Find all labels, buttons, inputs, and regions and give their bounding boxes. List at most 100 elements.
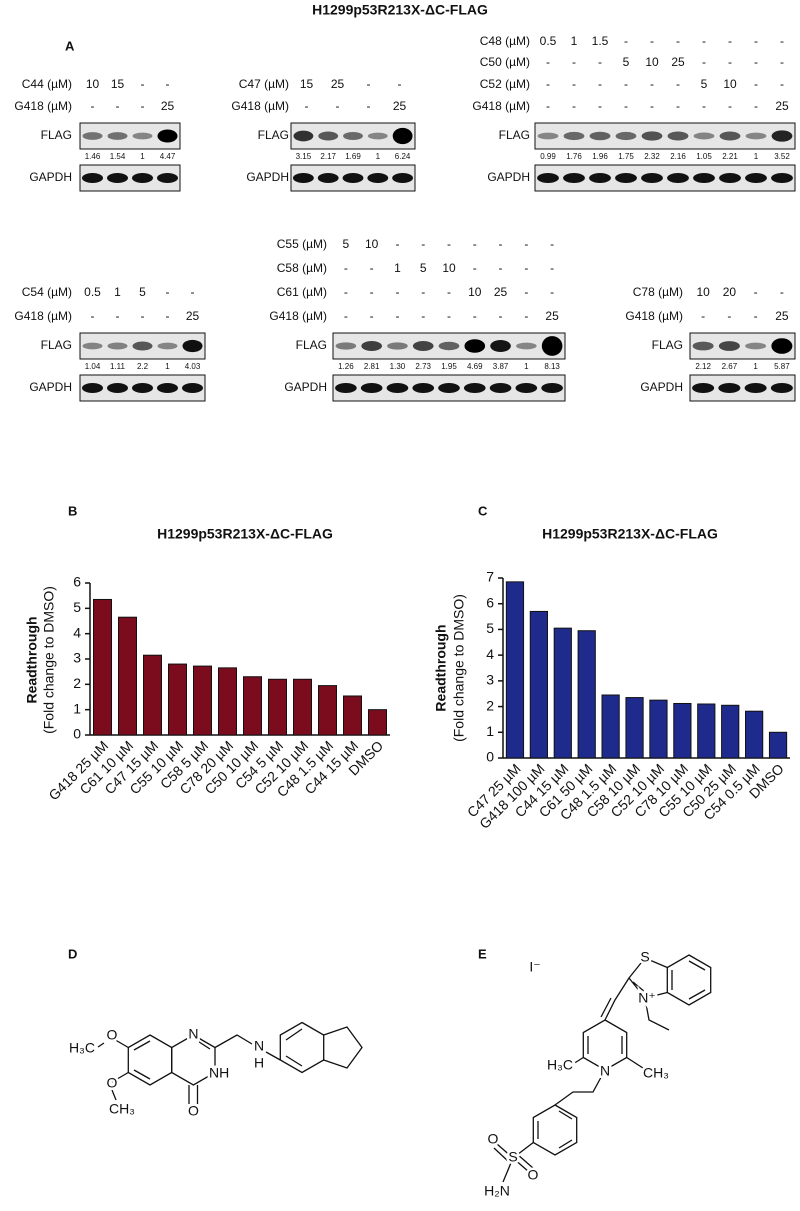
chart-title: H1299p53R213X-ΔC-FLAG — [542, 526, 718, 542]
y-axis-subtitle: (Fold change to DMSO) — [41, 586, 57, 734]
lane-label: 25 — [393, 99, 407, 113]
row-label: G418 (µM) — [625, 309, 683, 323]
lane-label: 1 — [571, 34, 578, 48]
band-value: 1.95 — [441, 362, 457, 371]
row-label: G418 (µM) — [472, 99, 530, 113]
flag-band — [318, 131, 339, 141]
y-axis-subtitle: (Fold change to DMSO) — [451, 594, 467, 742]
panel-letter: D — [68, 946, 77, 961]
y-tick-label: 5 — [73, 599, 81, 615]
lane-label: - — [447, 309, 451, 323]
lane-label: - — [728, 99, 732, 113]
lane-label: - — [191, 285, 195, 299]
atom-label: O — [488, 1131, 499, 1147]
atom-label: H₂N — [484, 1183, 510, 1199]
row-label: C54 (µM) — [22, 285, 72, 299]
lane-label: - — [344, 309, 348, 323]
gapdh-band — [335, 383, 357, 393]
bar — [577, 630, 596, 759]
band-value: 1 — [140, 152, 145, 161]
lane-label: 25 — [161, 99, 175, 113]
lane-label: 25 — [545, 309, 559, 323]
flag-band — [387, 342, 408, 350]
flag-band — [412, 341, 434, 351]
band-value: 1.75 — [618, 152, 634, 161]
row-label: G418 (µM) — [14, 309, 72, 323]
row-label: C47 (µM) — [239, 77, 289, 91]
lane-label: 25 — [775, 309, 789, 323]
lane-label: 0.5 — [84, 285, 101, 299]
lane-label: - — [624, 99, 628, 113]
blot-label: GAPDH — [284, 380, 327, 394]
blot-label: FLAG — [41, 128, 72, 142]
bar — [193, 665, 212, 736]
gapdh-band — [667, 173, 689, 183]
flag-band — [157, 342, 178, 350]
band-value: 1 — [376, 152, 381, 161]
flag-band — [490, 340, 511, 352]
bar — [721, 704, 740, 759]
band-value: 1 — [165, 362, 170, 371]
lane-label: - — [398, 77, 402, 91]
gapdh-band — [438, 383, 460, 393]
row-label: C52 (µM) — [480, 77, 530, 91]
atom-label: CH₃ — [643, 1065, 669, 1081]
atom-label: N⁺ — [638, 990, 656, 1006]
flag-band — [771, 130, 793, 142]
flag-band — [692, 341, 714, 351]
band-value: 1.46 — [85, 152, 101, 161]
gapdh-band — [132, 173, 153, 183]
lane-label: - — [473, 237, 477, 251]
blot-label: GAPDH — [640, 380, 683, 394]
lane-label: - — [116, 309, 120, 323]
lane-label: - — [780, 77, 784, 91]
gapdh-band — [515, 383, 538, 393]
lane-label: - — [598, 99, 602, 113]
lane-label: - — [166, 77, 170, 91]
lane-label: - — [624, 34, 628, 48]
panel-letter: E — [478, 946, 487, 961]
bar — [673, 702, 692, 759]
y-tick-label: 2 — [486, 697, 494, 713]
y-axis-title: Readthrough — [24, 616, 40, 703]
gapdh-band — [589, 173, 611, 183]
panel-letter: B — [68, 503, 77, 518]
lane-label: - — [650, 34, 654, 48]
flag-band — [367, 132, 388, 140]
lane-label: - — [499, 261, 503, 275]
flag-band — [745, 342, 767, 350]
gapdh-band — [386, 383, 409, 393]
flag-band — [107, 342, 128, 350]
lane-label: 20 — [723, 285, 737, 299]
y-axis-title: Readthrough — [433, 624, 449, 711]
gapdh-band — [342, 173, 364, 183]
atom-label: S — [508, 1149, 517, 1165]
lane-label: 5 — [420, 261, 427, 275]
atom-label: O — [107, 1075, 118, 1091]
lane-label: - — [598, 77, 602, 91]
atom-label: NH — [209, 1065, 229, 1081]
lane-label: 10 — [442, 261, 456, 275]
y-tick-label: 6 — [486, 594, 494, 610]
bar — [343, 695, 362, 736]
lane-label: 15 — [300, 77, 314, 91]
flag-band — [516, 342, 537, 350]
lane-label: 10 — [365, 237, 379, 251]
flag-band — [343, 131, 363, 141]
band-value: 2.73 — [415, 362, 431, 371]
lane-label: 10 — [696, 285, 710, 299]
y-tick-label: 4 — [486, 646, 494, 662]
lane-label: - — [344, 261, 348, 275]
y-tick-label: 3 — [486, 672, 494, 688]
lane-label: 25 — [494, 285, 508, 299]
lane-label: - — [447, 285, 451, 299]
gapdh-band — [317, 173, 339, 183]
flag-band — [82, 132, 103, 140]
lane-label: - — [701, 309, 705, 323]
row-label: C48 (µM) — [480, 34, 530, 48]
gapdh-band — [692, 383, 715, 393]
lane-label: - — [473, 309, 477, 323]
band-value: 1 — [754, 152, 759, 161]
bar — [697, 703, 716, 759]
